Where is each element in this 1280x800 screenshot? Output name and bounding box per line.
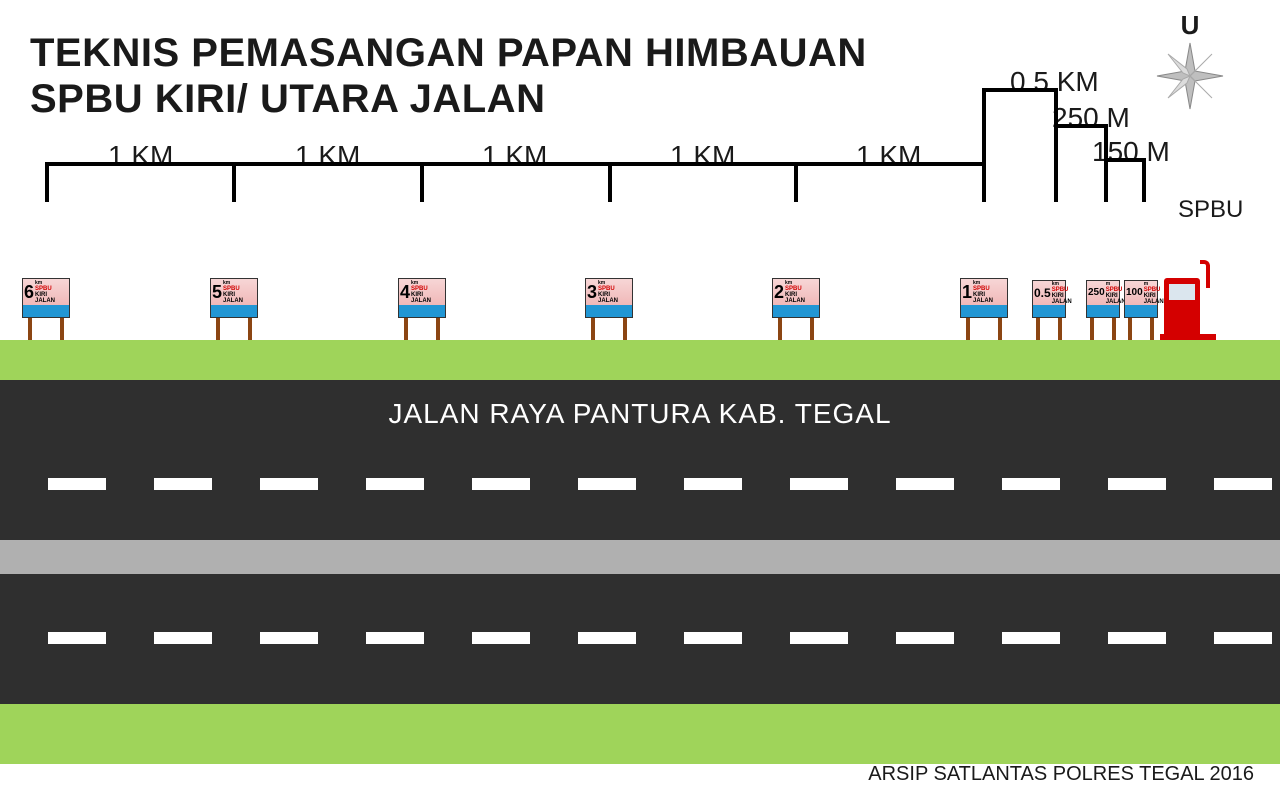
compass: U xyxy=(1155,10,1225,116)
grass-bottom xyxy=(0,704,1280,764)
road-name: JALAN RAYA PANTURA KAB. TEGAL xyxy=(0,398,1280,430)
sign-number: 5 xyxy=(212,283,222,301)
footer-text: ARSIP SATLANTAS POLRES TEGAL 2016 xyxy=(868,763,1254,786)
sign-text-line: JALAN xyxy=(35,298,68,304)
bracket-hline xyxy=(232,162,424,166)
sign-number: 0.5 xyxy=(1034,287,1051,299)
road-median xyxy=(0,540,1280,574)
bracket-hline xyxy=(982,88,1058,92)
lane-dash xyxy=(154,478,212,490)
lane-dash xyxy=(472,632,530,644)
lane-dash xyxy=(48,478,106,490)
title-line-2: SPBU KIRI/ UTARA JALAN xyxy=(30,76,867,122)
bracket-vline xyxy=(608,162,612,202)
bracket-hline xyxy=(608,162,798,166)
diagram-area: SPBU 1 KM1 KM1 KM1 KM1 KM0.5 KM250 M150 … xyxy=(0,140,1280,340)
distance-label: 1 KM xyxy=(482,140,547,172)
bracket-vline xyxy=(45,162,49,202)
distance-label: 250 M xyxy=(1052,102,1130,134)
distance-sign: 2kmSPBUKIRIJALAN xyxy=(772,278,820,340)
grass-top xyxy=(0,340,1280,380)
bracket-hline xyxy=(1054,124,1108,128)
lane-dash xyxy=(260,632,318,644)
lane-dash xyxy=(48,632,106,644)
lane-dash xyxy=(366,632,424,644)
bracket-hline xyxy=(1104,158,1146,162)
bracket-vline xyxy=(420,162,424,202)
lane-dash xyxy=(684,478,742,490)
road-upper: JALAN RAYA PANTURA KAB. TEGAL xyxy=(0,380,1280,540)
distance-label: 1 KM xyxy=(108,140,173,172)
lane-dash xyxy=(1214,478,1272,490)
lane-dash xyxy=(1002,478,1060,490)
lane-dash xyxy=(578,632,636,644)
distance-sign: 6kmSPBUKIRIJALAN xyxy=(22,278,70,340)
spbu-label: SPBU xyxy=(1178,196,1243,224)
distance-label: 1 KM xyxy=(295,140,360,172)
compass-rose-icon xyxy=(1155,41,1225,111)
bracket-vline xyxy=(794,162,798,202)
sign-text-line: KIRI JALAN xyxy=(1106,293,1126,305)
distance-sign: 3kmSPBUKIRIJALAN xyxy=(585,278,633,340)
lane-dash xyxy=(1214,632,1272,644)
sign-text-line: JALAN xyxy=(411,298,444,304)
sign-number: 4 xyxy=(400,283,410,301)
distance-sign: 250mSPBUKIRI JALAN xyxy=(1086,280,1120,340)
lane-dash xyxy=(896,478,954,490)
bracket-hline xyxy=(794,162,986,166)
sign-text-line: KIRI JALAN xyxy=(1052,293,1072,305)
ground: JALAN RAYA PANTURA KAB. TEGAL xyxy=(0,340,1280,760)
bracket-hline xyxy=(45,162,236,166)
sign-number: 100 xyxy=(1126,288,1143,298)
bracket-vline xyxy=(1104,158,1108,202)
distance-label: 1 KM xyxy=(856,140,921,172)
sign-number: 6 xyxy=(24,283,34,301)
lane-dash xyxy=(790,632,848,644)
sign-number: 2 xyxy=(774,283,784,301)
sign-text-line: KIRI JALAN xyxy=(1144,293,1164,305)
lane-dash xyxy=(1108,632,1166,644)
sign-text-line: JALAN xyxy=(785,298,818,304)
distance-sign: 5kmSPBUKIRIJALAN xyxy=(210,278,258,340)
distance-sign: 1kmSPBUKIRIJALAN xyxy=(960,278,1008,340)
lane-dash xyxy=(154,632,212,644)
bracket-vline xyxy=(982,88,986,202)
lane-dash xyxy=(790,478,848,490)
lane-dash xyxy=(260,478,318,490)
road-lower xyxy=(0,574,1280,704)
sign-text-line: JALAN xyxy=(973,298,1006,304)
sign-text-line: JALAN xyxy=(598,298,631,304)
sign-text-line: JALAN xyxy=(223,298,256,304)
bracket-vline xyxy=(1054,124,1058,202)
page-title: TEKNIS PEMASANGAN PAPAN HIMBAUAN SPBU KI… xyxy=(30,30,867,122)
distance-label: 1 KM xyxy=(670,140,735,172)
sign-number: 250 xyxy=(1088,288,1105,298)
sign-number: 1 xyxy=(962,283,972,301)
compass-letter: U xyxy=(1155,10,1225,41)
sign-number: 3 xyxy=(587,283,597,301)
distance-sign: 0.5kmSPBUKIRI JALAN xyxy=(1032,280,1066,340)
title-line-1: TEKNIS PEMASANGAN PAPAN HIMBAUAN xyxy=(30,30,867,76)
distance-sign: 100mSPBUKIRI JALAN xyxy=(1124,280,1158,340)
lane-dash xyxy=(366,478,424,490)
gas-pump-icon xyxy=(1164,266,1212,340)
lane-dash xyxy=(896,632,954,644)
lane-dash xyxy=(1108,478,1166,490)
lane-dash xyxy=(578,478,636,490)
bracket-hline xyxy=(420,162,612,166)
lane-dash xyxy=(684,632,742,644)
lane-dash xyxy=(1002,632,1060,644)
lane-dashes-upper xyxy=(0,478,1280,490)
lane-dashes-lower xyxy=(0,632,1280,644)
bracket-vline xyxy=(232,162,236,202)
bracket-vline xyxy=(1142,158,1146,202)
distance-sign: 4kmSPBUKIRIJALAN xyxy=(398,278,446,340)
lane-dash xyxy=(472,478,530,490)
